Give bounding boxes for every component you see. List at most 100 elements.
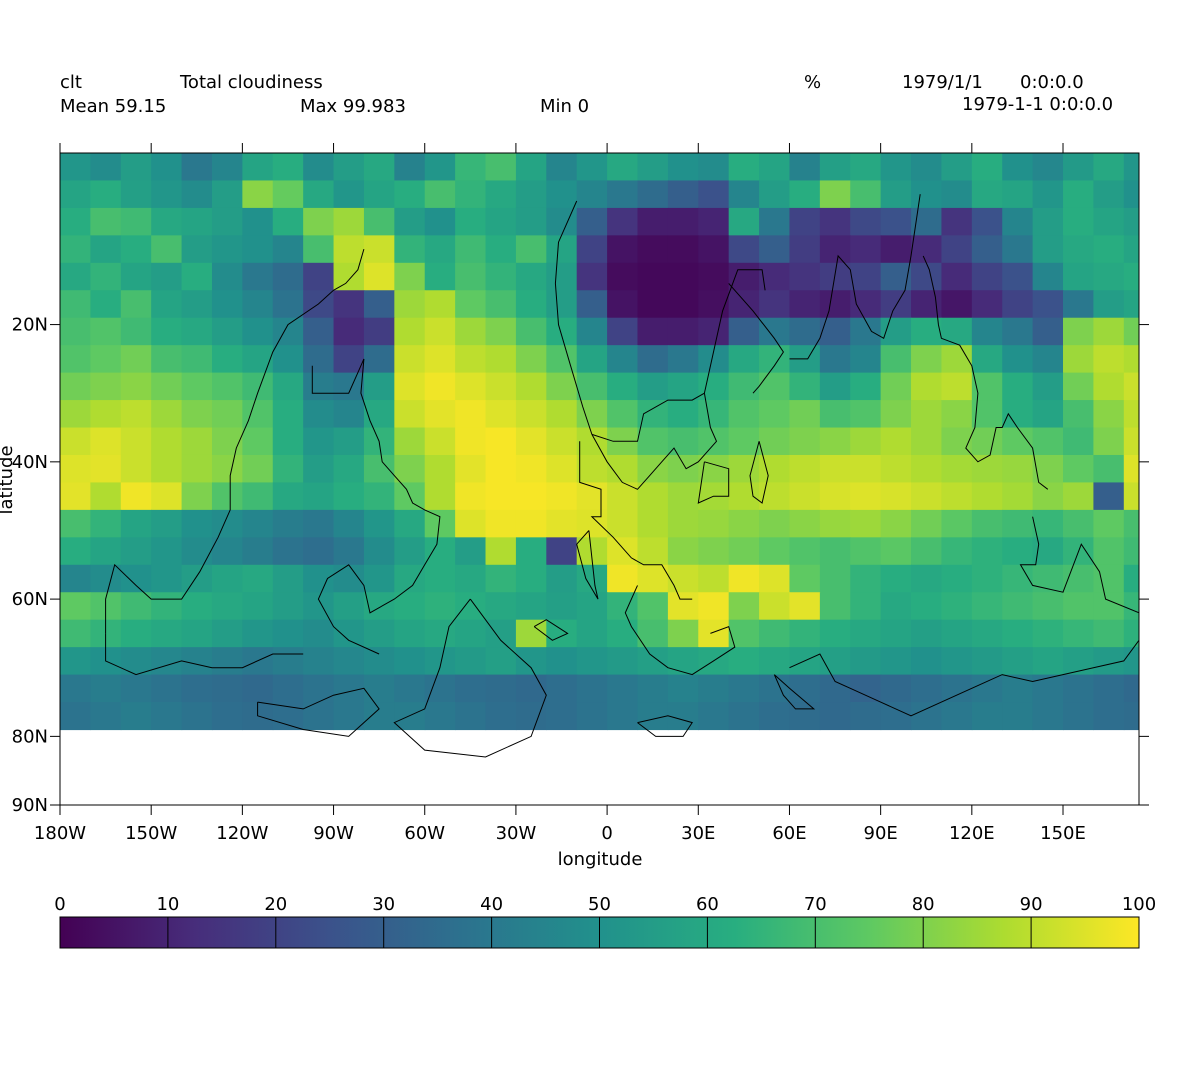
heatmap-cell [242, 674, 274, 703]
heatmap-cells [60, 153, 1139, 731]
heatmap-cell [1002, 564, 1034, 593]
heatmap-cell [1032, 372, 1064, 401]
heatmap-cell [1093, 180, 1125, 209]
heatmap-cell [759, 482, 791, 511]
heatmap-cell [242, 592, 274, 621]
heatmap-cell [667, 153, 699, 182]
heatmap-cell [759, 372, 791, 401]
heatmap-cell [363, 235, 395, 264]
heatmap-cell [181, 619, 213, 648]
heatmap-cell [576, 153, 608, 182]
heatmap-cell [303, 674, 335, 703]
heatmap-cell [272, 207, 304, 236]
heatmap-cell [60, 564, 91, 593]
heatmap-cell [1032, 454, 1064, 484]
heatmap-cell [637, 180, 669, 209]
heatmap-cell [759, 207, 791, 236]
heatmap-cell [60, 537, 91, 566]
heatmap-cell [333, 592, 365, 621]
heatmap-cell [515, 674, 547, 703]
heatmap-cell [698, 400, 730, 429]
heatmap-cell [1123, 345, 1139, 374]
heatmap-cell [455, 427, 487, 456]
heatmap-cell [515, 290, 547, 319]
heatmap-cell [272, 674, 304, 703]
heatmap-cell [394, 207, 426, 236]
heatmap-cell [1093, 619, 1125, 648]
heatmap-cell [151, 674, 183, 703]
heatmap-cell [90, 537, 122, 566]
heatmap-cell [60, 180, 91, 209]
heatmap-cell [333, 207, 365, 236]
heatmap-cell [971, 153, 1003, 182]
heatmap-cell [272, 153, 304, 182]
heatmap-cell [424, 207, 456, 236]
heatmap-cell [911, 702, 943, 731]
heatmap-cell [667, 482, 699, 511]
heatmap-cell [181, 235, 213, 264]
heatmap-cell [211, 372, 243, 401]
heatmap-cell [120, 180, 152, 209]
heatmap-cell [303, 317, 335, 346]
heatmap-cell [911, 482, 943, 511]
heatmap-cell [637, 564, 669, 593]
heatmap-cell [607, 564, 639, 593]
heatmap-cell [424, 345, 456, 374]
heatmap-cell [880, 207, 912, 236]
heatmap-cell [728, 509, 760, 538]
heatmap-cell [1032, 482, 1064, 511]
heatmap-cell [971, 647, 1003, 676]
heatmap-cell [698, 262, 730, 291]
heatmap-cell [911, 564, 943, 593]
heatmap-cell [789, 235, 821, 264]
heatmap-cell [90, 153, 122, 182]
heatmap-cell [1063, 290, 1094, 319]
heatmap-cell [911, 153, 943, 182]
heatmap-cell [728, 262, 760, 291]
heatmap-cell [941, 619, 973, 648]
heatmap-cell [120, 537, 152, 566]
heatmap-cell [789, 537, 821, 566]
heatmap-cell [424, 235, 456, 264]
heatmap-cell [576, 674, 608, 703]
heatmap-cell [546, 317, 578, 346]
heatmap-cell [272, 345, 304, 374]
heatmap-cell [880, 537, 912, 566]
heatmap-cell [485, 537, 517, 566]
heatmap-cell [211, 400, 243, 429]
heatmap-cell [911, 262, 943, 291]
colorbar-ticks: 0 10 20 30 40 50 60 70 80 90 100 [54, 894, 1156, 948]
heatmap-cell [880, 180, 912, 209]
heatmap-cell [698, 372, 730, 401]
heatmap-cell [515, 235, 547, 264]
heatmap-cell [850, 372, 882, 401]
heatmap-cell [211, 619, 243, 648]
heatmap-cell [242, 427, 274, 456]
heatmap-cell [941, 592, 973, 621]
heatmap-cell [941, 454, 973, 484]
heatmap-cell [819, 537, 851, 566]
heatmap-cell [637, 345, 669, 374]
heatmap-cell [667, 372, 699, 401]
heatmap-cell [789, 153, 821, 182]
heatmap-cell [1032, 674, 1064, 703]
heatmap-cell [90, 317, 122, 346]
y-axis-ticks: 20N 40N 60N 80N 90N [12, 315, 1149, 816]
heatmap-cell [819, 207, 851, 236]
heatmap-cell [242, 180, 274, 209]
heatmap-cell [242, 509, 274, 538]
coastline [576, 530, 599, 600]
heatmap-cell [151, 592, 183, 621]
x-axis-ticks: 180W 150W 120W 90W 60W 30W 0 30E 60E 90E 120E 150E [34, 143, 1086, 844]
coastline [393, 598, 547, 758]
heatmap-cell [455, 454, 487, 484]
heatmap-cell [667, 454, 699, 484]
heatmap-cell [1063, 317, 1094, 346]
heatmap-cell [1063, 454, 1094, 484]
heatmap-cell [698, 537, 730, 566]
heatmap-cell [120, 702, 152, 731]
heatmap-cell [363, 454, 395, 484]
heatmap-cell [90, 207, 122, 236]
heatmap-cell [181, 372, 213, 401]
coastline [789, 640, 1139, 717]
